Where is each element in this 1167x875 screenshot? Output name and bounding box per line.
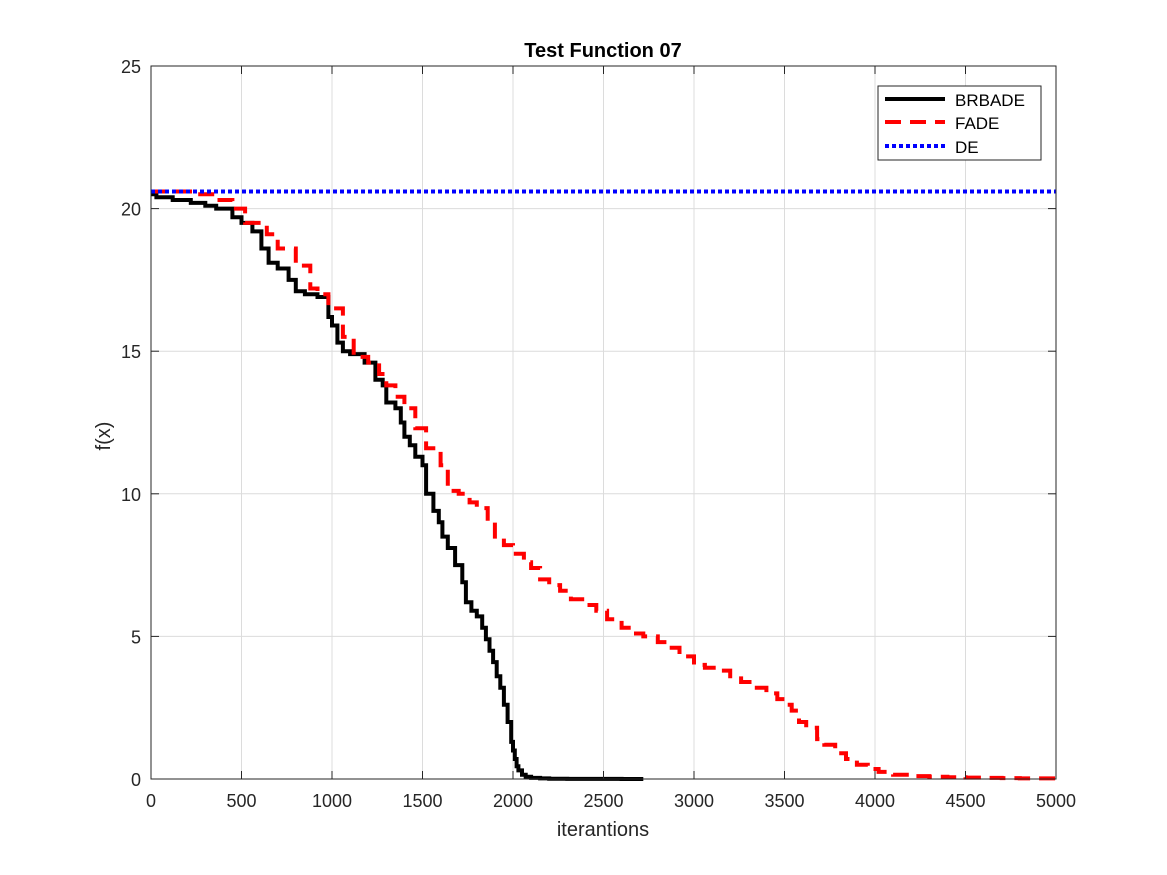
y-tick-label: 5 <box>131 627 141 647</box>
y-tick-label: 25 <box>121 57 141 77</box>
legend-label-fade: FADE <box>955 114 999 133</box>
x-tick-label: 1000 <box>312 791 352 811</box>
y-tick-label: 15 <box>121 342 141 362</box>
legend-label-de: DE <box>955 138 979 157</box>
series-layer <box>151 189 1056 781</box>
x-tick-label: 500 <box>226 791 256 811</box>
series-line-brbade <box>151 192 644 781</box>
x-tick-label: 5000 <box>1036 791 1076 811</box>
ticks: 0 500 1000 1500 2000 2500 3000 3500 4000 4500 5000… <box>121 57 1076 811</box>
series-line-fade <box>151 189 1056 781</box>
x-axis-label: iterantions <box>557 819 649 841</box>
legend-label-brbade: BRBADE <box>955 91 1025 110</box>
x-tick-label: 1500 <box>402 791 442 811</box>
plot-area: 0 500 1000 1500 2000 2500 3000 3500 4000 4500 5000… <box>121 57 1076 811</box>
x-tick-label: 2500 <box>583 791 623 811</box>
x-tick-label: 2000 <box>493 791 533 811</box>
x-tick-label: 4500 <box>945 791 985 811</box>
y-tick-label: 20 <box>121 200 141 220</box>
y-tick-label: 10 <box>121 485 141 505</box>
chart-title: Test Function 07 <box>524 40 681 62</box>
grid <box>151 66 1056 779</box>
y-axis-label: f(x) <box>93 422 115 451</box>
y-tick-label: 0 <box>131 770 141 790</box>
x-tick-label: 4000 <box>855 791 895 811</box>
x-tick-label: 3000 <box>674 791 714 811</box>
x-tick-label: 0 <box>146 791 156 811</box>
x-tick-label: 3500 <box>764 791 804 811</box>
legend: BRBADE FADE DE <box>877 85 1042 161</box>
